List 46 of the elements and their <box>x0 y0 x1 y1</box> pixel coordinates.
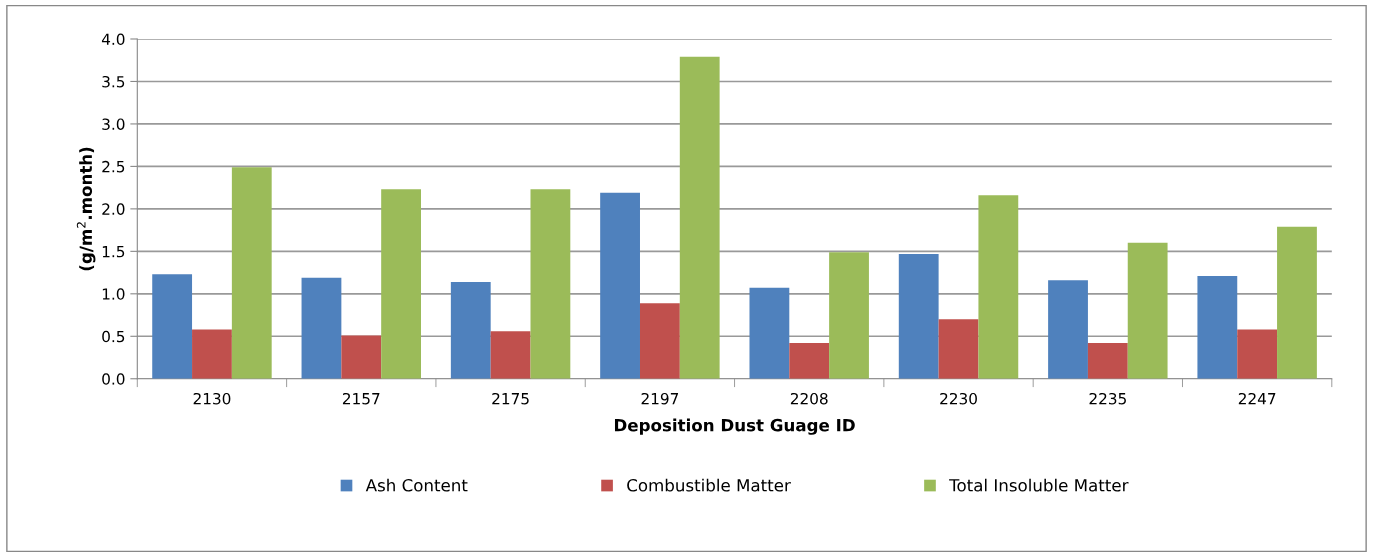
bar <box>1197 275 1238 379</box>
y-tick-label: 0.0 <box>102 373 125 385</box>
x-tick-label: 2247 <box>1238 392 1276 405</box>
y-tick-label: 3.5 <box>102 75 125 88</box>
x-tick-label: 2235 <box>1089 392 1126 405</box>
bar <box>381 189 421 379</box>
legend-label: Combustible Matter <box>627 478 791 492</box>
bar <box>231 167 272 379</box>
bar <box>898 253 939 379</box>
bar <box>152 274 193 379</box>
bar <box>301 277 342 379</box>
bar <box>530 189 571 379</box>
bar <box>1087 343 1128 379</box>
x-tick-label: 2175 <box>492 392 529 405</box>
bar <box>192 329 232 379</box>
y-tick-label: 1.0 <box>102 288 125 300</box>
x-tick-label: 2230 <box>940 392 977 405</box>
y-tick-label: 2.5 <box>102 160 125 173</box>
bar <box>829 252 869 379</box>
x-tick-label: 2130 <box>193 392 231 405</box>
bar <box>938 319 979 379</box>
bar <box>789 343 830 379</box>
bar <box>679 56 720 379</box>
bar <box>1127 242 1168 379</box>
y-tick-label: 4.0 <box>101 33 125 46</box>
bar <box>341 335 382 379</box>
bar <box>490 331 531 379</box>
bar <box>749 287 790 379</box>
legend-label: Total Insoluble Matter <box>949 478 1129 492</box>
x-tick-label: 2157 <box>342 392 380 405</box>
y-tick-label: 1.5 <box>102 246 125 258</box>
x-axis-title: Deposition Dust Guage ID <box>614 418 855 435</box>
x-tick-label: 2208 <box>790 392 828 405</box>
y-axis-title: (g/m$^{2}$.month) <box>76 147 96 271</box>
x-tick-label: 2197 <box>641 392 679 405</box>
bar <box>978 195 1019 379</box>
bar <box>1048 280 1088 379</box>
y-tick-label: 3.0 <box>102 118 125 130</box>
y-tick-label: 2.0 <box>102 203 125 215</box>
bar <box>1237 329 1278 379</box>
y-tick-label: 0.5 <box>102 330 125 343</box>
bar <box>450 281 491 379</box>
bar <box>1277 226 1317 379</box>
legend-label: Ash Content <box>365 478 468 492</box>
bar <box>600 192 640 379</box>
bar <box>639 303 680 379</box>
